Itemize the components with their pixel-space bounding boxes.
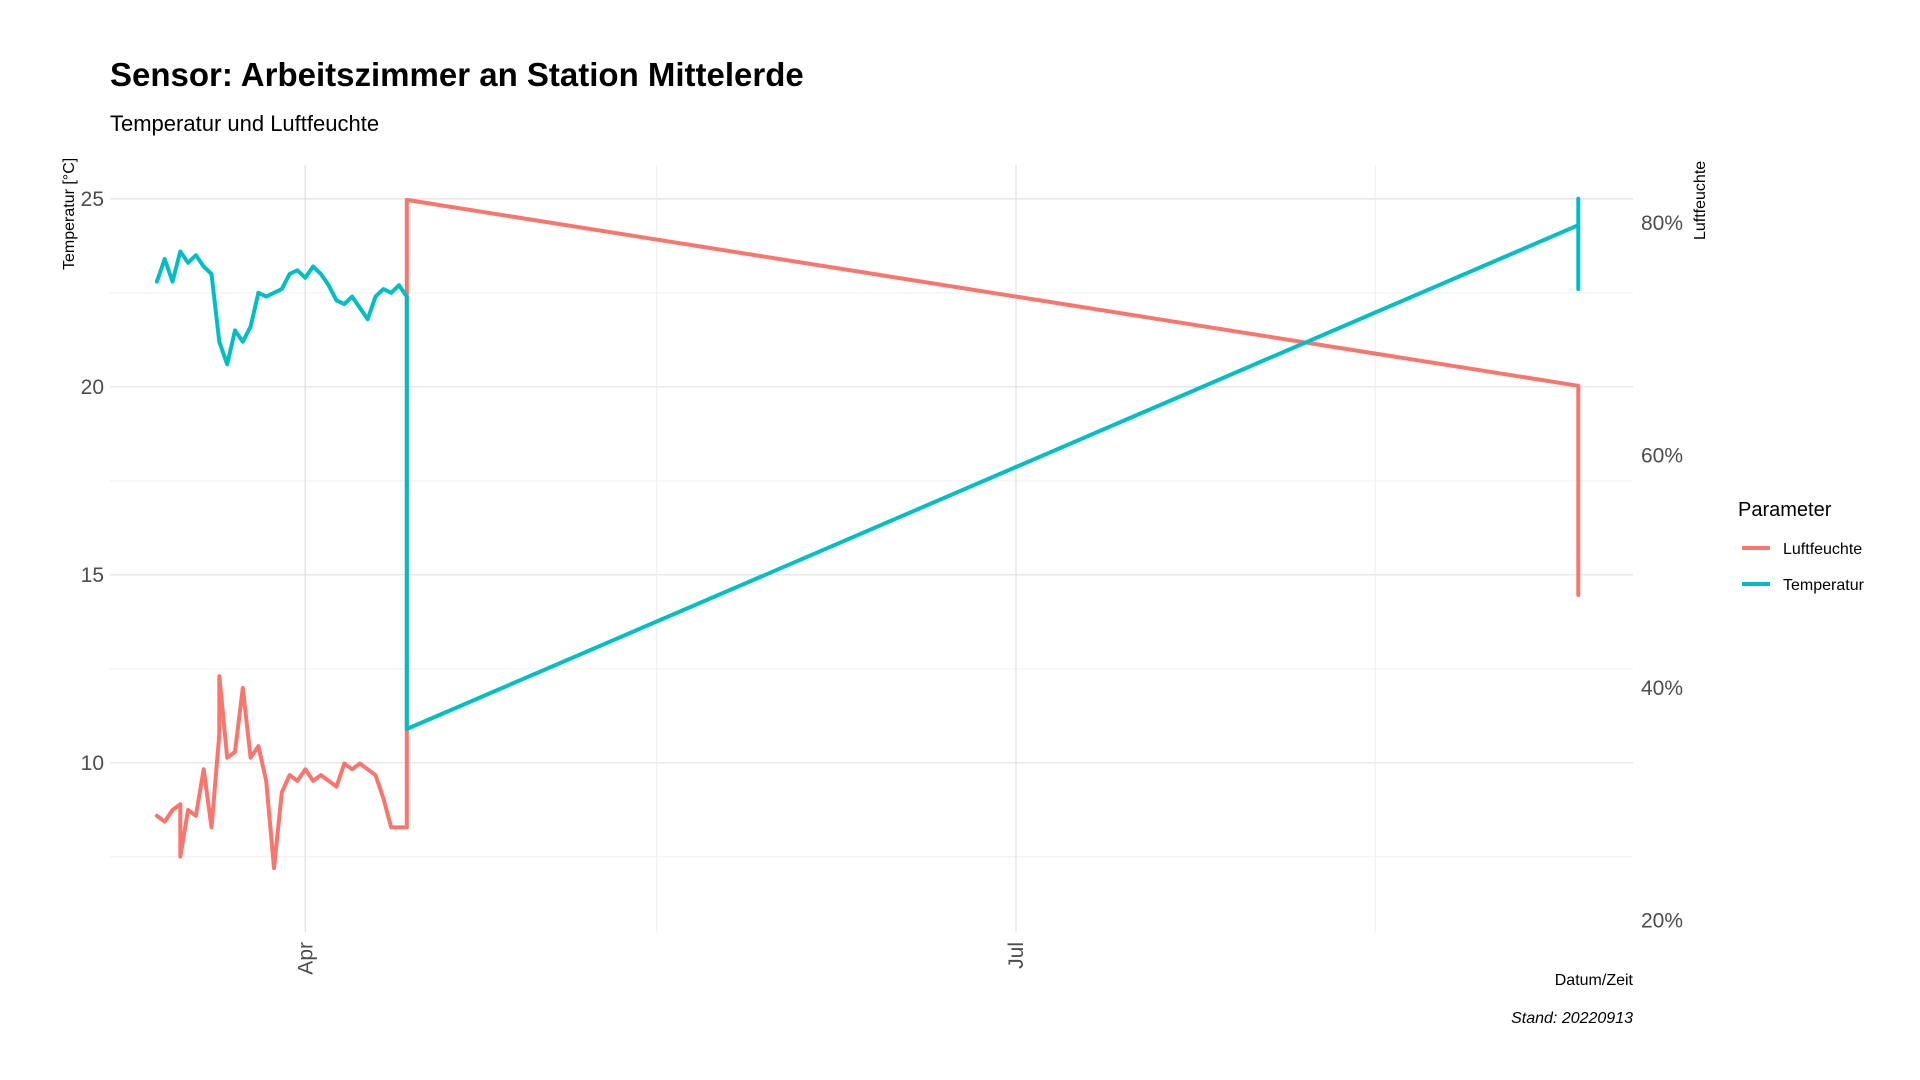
legend-title: Parameter [1738,499,1832,521]
series-line-luftfeuchte [154,197,1581,871]
y-tick-label-right: 60% [1641,445,1683,468]
x-tick-label: Apr [294,942,317,975]
legend-label-luftfeuchte: Luftfeuchte [1783,541,1862,558]
y-tick-label-left: 15 [81,564,104,587]
y-tick-label-left: 25 [81,188,104,211]
y-tick-label-left: 10 [81,752,104,775]
x-axis-label: Datum/Zeit [1555,972,1634,989]
y-tick-label-right: 40% [1641,677,1683,700]
legend: Parameter Luftfeuchte Temperatur [1738,499,1865,594]
chart-subtitle: Temperatur und Luftfeuchte [110,111,379,136]
y-tick-label-right: 80% [1641,212,1683,235]
grid [110,165,1633,932]
series-line-temperatur [154,196,1581,731]
y-tick-label-left: 20 [81,376,104,399]
chart-caption: Stand: 20220913 [1511,1010,1633,1027]
y-axis-label-right: Luftfeuchte [1692,161,1709,240]
legend-label-temperatur: Temperatur [1783,577,1865,594]
plot-area [154,196,1581,871]
chart-title: Sensor: Arbeitszimmer an Station Mittele… [110,56,804,93]
x-tick-label: Jul [1005,942,1028,969]
y-tick-label-right: 20% [1641,909,1683,932]
y-axis-label-left: Temperatur [°C] [61,158,78,270]
axis-ticks: Apr Jul 10 15 20 25 20% 40% 60% 80% [81,188,1683,975]
